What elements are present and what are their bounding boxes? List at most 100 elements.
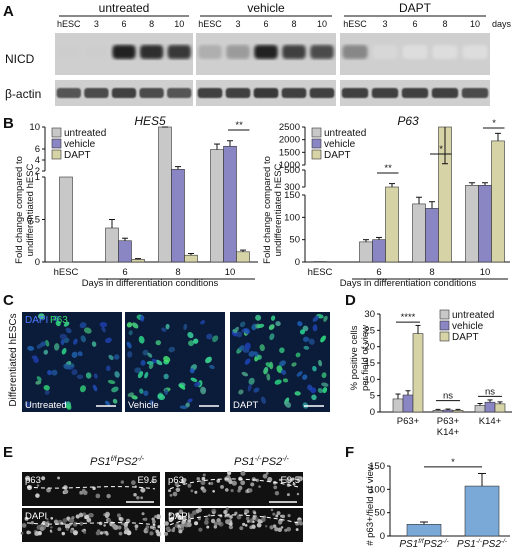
nucleus bbox=[200, 320, 206, 325]
cell bbox=[251, 477, 256, 482]
nucleus bbox=[139, 388, 144, 394]
nucleus bbox=[243, 327, 251, 335]
cell bbox=[278, 520, 283, 525]
cell bbox=[274, 527, 279, 532]
nucleus bbox=[321, 372, 327, 379]
nucleus bbox=[233, 326, 240, 334]
nucleus bbox=[244, 358, 251, 365]
nucleus bbox=[140, 315, 145, 322]
y-tick-label: 2 bbox=[35, 166, 40, 177]
nucleus bbox=[157, 393, 166, 401]
nucleus bbox=[163, 356, 171, 363]
bar-DAPT bbox=[184, 254, 198, 263]
blot-band-actin bbox=[461, 88, 489, 98]
blot-band-nicd bbox=[310, 45, 334, 59]
y-tick-label: 5 bbox=[370, 391, 375, 402]
nucleus bbox=[105, 337, 112, 344]
y-tick-label: 15 bbox=[364, 358, 375, 369]
cell bbox=[225, 488, 229, 492]
cell bbox=[120, 480, 125, 484]
blot-band-actin bbox=[167, 88, 192, 98]
nucleus bbox=[294, 391, 301, 396]
legend-swatch-untreated bbox=[439, 309, 450, 320]
cell bbox=[131, 480, 136, 486]
cell bbox=[206, 525, 210, 529]
cell bbox=[270, 508, 274, 512]
nucleus bbox=[280, 369, 287, 375]
nucleus bbox=[59, 333, 67, 340]
cell bbox=[197, 517, 201, 521]
cell bbox=[196, 476, 201, 481]
bar-DAPT bbox=[452, 410, 464, 413]
nucleus bbox=[47, 369, 52, 376]
nucleus bbox=[134, 367, 142, 374]
cell bbox=[224, 515, 227, 518]
bar-untreated bbox=[158, 126, 172, 263]
p63-ylabel-line2: undifferentiated hESC bbox=[273, 163, 284, 256]
nucleus bbox=[257, 323, 265, 329]
cell bbox=[134, 527, 138, 531]
cell bbox=[153, 527, 156, 531]
cell bbox=[24, 516, 29, 521]
cell bbox=[49, 529, 53, 533]
cell bbox=[291, 477, 295, 481]
y-tick-label: 150 bbox=[369, 461, 385, 472]
cell bbox=[194, 521, 199, 526]
cell bbox=[204, 517, 209, 522]
f-xtick-left: PS1f/fPS2-/- bbox=[399, 538, 449, 550]
blot-band-actin bbox=[225, 88, 251, 98]
cell bbox=[212, 511, 216, 515]
nucleus bbox=[71, 369, 78, 376]
legend-swatch-untreated bbox=[311, 127, 322, 138]
nucleus bbox=[71, 351, 78, 358]
cell bbox=[190, 489, 194, 493]
cell bbox=[253, 511, 257, 515]
cell bbox=[177, 527, 181, 531]
nucleus bbox=[111, 386, 119, 393]
blot-lane-label: 3 bbox=[382, 19, 387, 29]
cell bbox=[126, 530, 132, 536]
nucleus bbox=[238, 345, 245, 351]
y-tick-label: 2000 bbox=[279, 135, 300, 146]
y-tick-label: 4 bbox=[35, 155, 40, 166]
nucleus bbox=[295, 352, 301, 358]
nucleus bbox=[44, 389, 50, 395]
legend-label-DAPT: DAPT bbox=[452, 332, 479, 343]
nucleus bbox=[101, 326, 106, 333]
y-tick-label: 0 bbox=[35, 257, 40, 268]
nucleus bbox=[185, 402, 190, 408]
blot-band-nicd bbox=[226, 45, 250, 59]
cell bbox=[174, 524, 178, 528]
cell bbox=[136, 496, 140, 500]
cell bbox=[202, 488, 207, 493]
significance-label: ** bbox=[384, 163, 392, 174]
hes5-ylabel-line1: Fold change compared to bbox=[14, 156, 25, 264]
bar-DAPT bbox=[236, 251, 250, 263]
cell bbox=[248, 488, 253, 493]
cell bbox=[21, 523, 27, 528]
dashed-boundary bbox=[26, 486, 156, 490]
cell bbox=[255, 478, 259, 482]
x-tick-label: 10 bbox=[225, 267, 236, 278]
p63-xlabel: Days in differentiation conditions bbox=[340, 278, 477, 289]
blot-lane-label: 3 bbox=[94, 19, 99, 29]
cell bbox=[174, 482, 179, 487]
nucleus bbox=[279, 360, 286, 367]
significance-label: * bbox=[451, 457, 455, 468]
nucleus bbox=[93, 373, 98, 379]
bar-untreated bbox=[412, 203, 426, 263]
cell bbox=[61, 531, 66, 536]
blot-band-actin bbox=[431, 88, 459, 98]
cell bbox=[208, 482, 211, 485]
nucleus bbox=[128, 330, 133, 336]
nucleus bbox=[66, 404, 72, 410]
hes5-ylabel: Fold change compared to undifferentiated… bbox=[14, 156, 36, 264]
cell bbox=[133, 493, 137, 497]
nucleus bbox=[244, 342, 251, 350]
cell bbox=[73, 521, 78, 526]
cell bbox=[239, 526, 244, 531]
y-tick-label: 10 bbox=[364, 374, 375, 385]
blot-group-label: vehicle bbox=[247, 1, 285, 15]
blot-groups: untreated hESC 3 6 8 10 vehicle hESC 3 6 8 10 DAPT hE… bbox=[55, 1, 490, 106]
nucleus bbox=[155, 359, 163, 366]
